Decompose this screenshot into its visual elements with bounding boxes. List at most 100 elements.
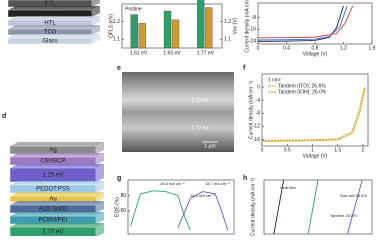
sem-label: 1.77 eV	[191, 125, 209, 131]
curve	[177, 191, 229, 231]
x-axis-label: Voltage (V)	[303, 51, 328, 57]
sem-label: 1.25 eV	[191, 97, 209, 103]
curve	[257, 5, 348, 41]
y-axis-label: Current density (mA cm⁻²)	[244, 0, 250, 53]
annotation: Neat film	[280, 185, 296, 190]
curve	[347, 179, 363, 235]
x-tick-label: 0.5	[284, 147, 291, 153]
sem-label: 1 μm	[204, 143, 215, 149]
y-tick-label: -16	[249, 27, 256, 33]
x-tick-label: 1.65 eV	[163, 50, 181, 56]
x-tick-label: 1.61 eV	[130, 50, 148, 56]
note: 1 cm²	[268, 77, 281, 83]
bar	[130, 14, 138, 49]
y2-tick-label: 1.2	[224, 19, 231, 25]
layer-top	[10, 142, 104, 146]
layer-side	[96, 201, 104, 213]
layer-label: ETL	[44, 1, 56, 7]
y2-tick-label: 1.1	[224, 37, 231, 43]
annotation: 15.8 mA cm⁻²	[160, 181, 185, 186]
y-tick-label: -8	[252, 15, 257, 21]
x-tick-label: 1	[311, 147, 314, 153]
layer-top	[8, 6, 100, 10]
plot-frame	[127, 179, 235, 235]
panel-label: h	[243, 175, 247, 182]
sem-image	[122, 72, 234, 152]
layer-label: ALD SnO2	[39, 207, 68, 213]
x-tick-label: 0.8	[312, 45, 319, 51]
layer-label: TCO	[44, 30, 57, 36]
layer-side	[96, 212, 104, 224]
x-tick-label: 0	[257, 45, 260, 51]
y-tick-label: -4	[256, 98, 261, 104]
y-axis-label: EQE (%)	[114, 197, 120, 217]
curve	[261, 86, 365, 141]
curve	[257, 5, 344, 42]
y-tick-label: -12	[253, 124, 260, 130]
layer-side	[92, 34, 100, 44]
y-axis-label: Current density (mA cm⁻²)	[248, 81, 254, 140]
layer-side	[92, 25, 100, 35]
bar	[138, 23, 146, 49]
x-tick-label: 2	[362, 147, 365, 153]
bar	[163, 10, 172, 49]
layer-top	[10, 192, 104, 196]
layer-top	[10, 164, 104, 168]
panel-label: e	[117, 65, 121, 72]
y-tick-label: 1.1	[113, 37, 120, 43]
annotation: 16.4 mA cm⁻²	[190, 193, 215, 198]
layer-label: 1.25 eV	[43, 173, 64, 179]
layer-top	[10, 181, 104, 185]
layer-top	[10, 201, 104, 205]
y-tick-label: 60	[120, 208, 126, 214]
layer-side	[96, 192, 104, 202]
panel-label: d	[2, 113, 6, 120]
layer-top	[10, 153, 104, 157]
annotation: 15.7 mA cm⁻²	[205, 181, 230, 186]
x-axis-label: Voltage (V)	[303, 153, 328, 159]
layer-top	[10, 212, 104, 216]
x-tick-label: 0.4	[283, 45, 290, 51]
layer-label: PCBM/PEI	[39, 218, 68, 224]
x-tick-label: 1.77 eV	[197, 50, 215, 56]
layer-top	[8, 25, 100, 29]
x-tick-label: 1.6	[369, 45, 376, 51]
layer-side	[96, 181, 104, 193]
x-tick-label: 1.5	[334, 147, 341, 153]
y-tick-label: -8	[256, 111, 261, 117]
x-tick-label: 1.2	[340, 45, 347, 51]
legend-label: Tandem (ITO): 26.6%	[278, 83, 326, 89]
layer-label: PEDOT:PSS	[36, 187, 70, 193]
layer-label: Perovskite	[36, 11, 65, 17]
bar	[197, 0, 205, 49]
y-tick-label: 1.2	[113, 19, 120, 25]
layer-side	[96, 142, 104, 154]
y-tick-label: 0	[257, 84, 260, 90]
annotation: Sub-cell 28.6%	[340, 193, 367, 198]
layer-label: C60/BCP	[40, 159, 65, 165]
curve	[261, 86, 366, 142]
curve	[307, 179, 319, 235]
curve	[257, 5, 354, 39]
x-tick-label: 0	[261, 147, 264, 153]
annotation: Tandem 26.0%	[330, 213, 357, 218]
layer-label: Glass	[42, 39, 57, 45]
layer-label: HTL	[44, 21, 56, 27]
layer-side	[92, 16, 100, 26]
y-axis-label: QFLS (eV)	[108, 14, 114, 38]
layer-top	[10, 223, 104, 227]
layer-label: Au	[49, 197, 56, 203]
layer-side	[92, 6, 100, 17]
legend-label: Tandem (IOH): 26.0%	[278, 89, 327, 95]
legend: Pristine	[125, 6, 142, 12]
layer-side	[96, 153, 104, 165]
layer-label: 1.77 eV	[43, 230, 64, 236]
panel-label: f	[243, 65, 246, 72]
plot-frame	[261, 73, 369, 147]
bar	[205, 7, 213, 49]
curve	[130, 190, 191, 231]
bar	[171, 19, 180, 49]
y2-axis-label: Voc (V)	[232, 17, 238, 34]
